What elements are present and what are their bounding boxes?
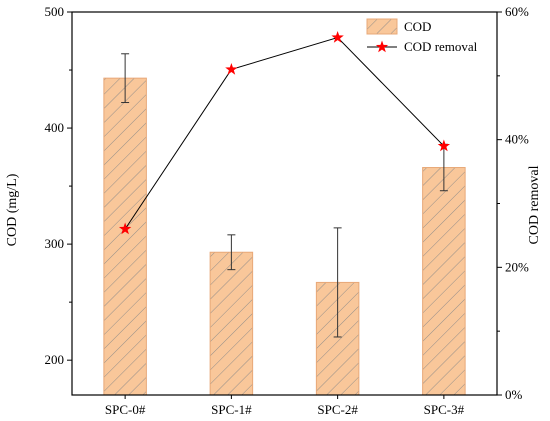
bar-hatch-1 [209, 251, 254, 396]
error-bar-0 [121, 53, 130, 104]
bar-hatch-0 [103, 77, 147, 396]
bar-hatch-3 [422, 167, 466, 396]
ticks-layer: 200 300 400 500 0% 20% 40% 60% SPC-0# SPC-1# SPC-2… [45, 4, 530, 417]
legend-label-cod: COD [404, 19, 431, 34]
y-right-tick-label: 20% [505, 259, 529, 274]
y-left-tick-label: 300 [45, 236, 65, 251]
error-bars-layer [121, 53, 448, 338]
bars-layer [103, 77, 466, 396]
removal-point-2 [331, 31, 344, 43]
y-axis-title-left: COD (mg/L) [5, 173, 20, 246]
x-tick-label: SPC-3# [424, 402, 465, 417]
y-left-tick-label: 400 [45, 120, 65, 135]
y-left-tick-label: 500 [45, 4, 65, 19]
y-right-tick-label: 0% [505, 387, 523, 402]
x-tick-label: SPC-2# [317, 402, 358, 417]
error-bar-1 [227, 234, 236, 271]
y-axis-title-right: COD removal [527, 165, 542, 244]
y-right-tick-label: 40% [505, 132, 529, 147]
removal-point-0 [118, 222, 132, 235]
legend-item-cod-removal: COD removal [367, 39, 478, 54]
x-tick-label: SPC-1# [211, 402, 252, 417]
y-right-tick-label: 60% [505, 4, 529, 19]
x-tick-label: SPC-0# [105, 402, 146, 417]
legend-label-cod-removal: COD removal [404, 39, 478, 54]
y-left-tick-label: 200 [45, 352, 65, 367]
removal-line [124, 36, 445, 230]
removal-point-3 [437, 139, 451, 152]
line-series-layer [118, 31, 451, 235]
error-bar-2 [333, 227, 342, 338]
legend-item-cod: COD [366, 18, 431, 35]
legend: COD COD removal [366, 18, 478, 54]
removal-point-1 [225, 62, 238, 75]
